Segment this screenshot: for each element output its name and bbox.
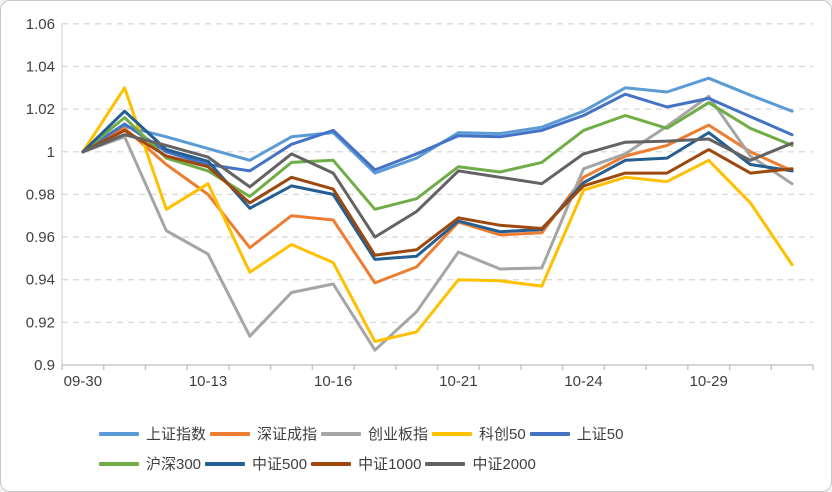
- x-axis-tick-label: 10-13: [189, 373, 227, 390]
- legend-line-swatch: [321, 431, 362, 436]
- series-line-科创50[interactable]: [81, 86, 794, 343]
- legend-item-中证1000[interactable]: 中证1000: [311, 453, 423, 474]
- x-axis-tick-label: 10-16: [314, 373, 352, 390]
- legend-line-swatch: [425, 461, 466, 466]
- y-axis-tick-label: 0.92: [26, 314, 55, 331]
- legend-label: 中证500: [252, 456, 308, 473]
- legend-item-沪深300[interactable]: 沪深300: [99, 453, 203, 474]
- legend-label: 深证成指: [257, 426, 318, 443]
- legend-line-swatch: [210, 431, 251, 436]
- legend-item-上证50[interactable]: 上证50: [529, 423, 626, 444]
- x-axis-tick-label: 09-30: [64, 373, 102, 390]
- legend-line-swatch: [529, 431, 570, 436]
- series-line-沪深300[interactable]: [81, 101, 794, 211]
- legend-item-科创50[interactable]: 科创50: [432, 423, 528, 444]
- y-axis-tick-label: 0.98: [26, 186, 55, 203]
- legend-item-中证500[interactable]: 中证500: [205, 453, 309, 474]
- y-axis-tick-label: 0.94: [26, 272, 55, 289]
- legend-label: 中证2000: [472, 456, 536, 473]
- legend-label: 沪深300: [146, 456, 202, 473]
- legend-line-swatch: [99, 461, 139, 466]
- y-axis-tick-label: 1.06: [26, 16, 55, 33]
- legend-line-swatch: [311, 461, 352, 466]
- legend-line-swatch: [432, 431, 473, 436]
- series-line-深证成指[interactable]: [81, 123, 794, 285]
- legend-row-1: 上证指数 深证成指 创业板指 科创50 上证50: [99, 423, 627, 444]
- legend-item-创业板指[interactable]: 创业板指: [321, 423, 430, 444]
- legend-item-中证2000[interactable]: 中证2000: [425, 453, 537, 474]
- legend-item-深证成指[interactable]: 深证成指: [210, 423, 319, 444]
- x-axis-tick-label: 10-24: [564, 373, 602, 390]
- series-line-创业板指[interactable]: [81, 94, 794, 352]
- y-axis-tick-label: 0.9: [34, 357, 55, 374]
- series-line-上证50[interactable]: [81, 92, 794, 173]
- y-axis-tick-label: 1.02: [26, 101, 55, 118]
- legend-item-上证指数[interactable]: 上证指数: [99, 423, 208, 444]
- series-line-中证2000[interactable]: [81, 133, 794, 239]
- legend-label: 创业板指: [368, 426, 429, 443]
- x-axis-tick-label: 10-21: [439, 373, 477, 390]
- y-axis-tick-label: 1.04: [26, 58, 55, 75]
- legend-label: 中证1000: [358, 456, 422, 473]
- legend-line-swatch: [205, 461, 246, 466]
- legend-label: 上证50: [576, 426, 624, 443]
- legend-line-swatch: [99, 431, 139, 436]
- series-line-中证1000[interactable]: [81, 128, 794, 257]
- y-axis-tick-label: 1: [47, 144, 55, 161]
- y-axis-tick-label: 0.96: [26, 229, 55, 246]
- legend-row-2: 沪深300 中证500 中证1000 中证2000: [99, 453, 540, 474]
- x-axis-tick-label: 10-29: [690, 373, 728, 390]
- legend-label: 上证指数: [146, 426, 207, 443]
- legend-label: 科创50: [479, 426, 526, 443]
- series-line-中证500[interactable]: [81, 109, 794, 261]
